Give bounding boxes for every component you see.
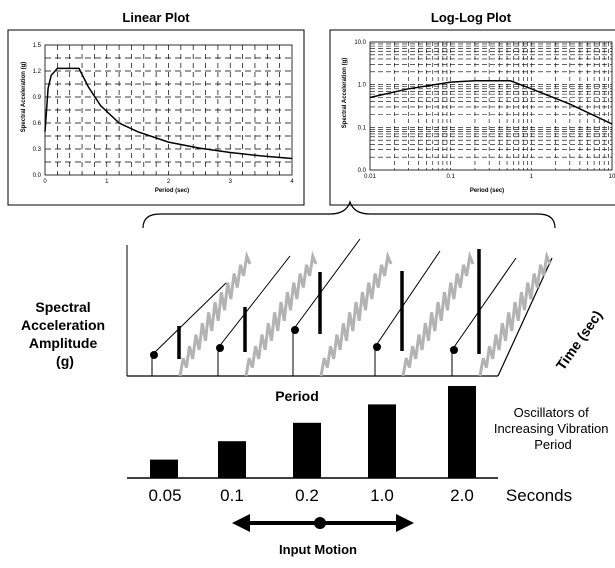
time-axis [497,257,553,377]
spectral-label-line: Acceleration [21,317,105,333]
linear-y-tick: 0.6 [33,121,42,127]
oscillator-diagonal [374,250,441,348]
period-values: 0.05 0.1 0.2 1.0 2.0 [148,486,473,505]
linear-y-tick: 0.0 [33,173,42,179]
period-bar [368,404,396,478]
loglog-x-tick: 0.01 [364,174,376,180]
oscillator-mass-dot [291,326,299,334]
oscillator-mass-dot [450,346,458,354]
loglog-y-tick: 10.0 [354,40,366,46]
oscillator-diagonal [151,282,227,356]
linear-y-tick: 0.9 [33,95,42,101]
loglog-y-tick: 0.0 [358,168,367,174]
period-value: 0.1 [220,486,244,505]
period-bar [218,441,246,478]
linear-plot-xlabel: Period (sec) [155,188,189,194]
period-bars [150,386,476,478]
oscillators-label-line: Oscillators of [514,405,590,420]
oscillator-mass-dot [216,344,224,352]
oscillator-diagonal [292,238,361,331]
loglog-plot-area [369,41,613,171]
loglog-x-tick: 10 [609,174,615,180]
period-bar [448,386,476,478]
spectral-label-line: Spectral [35,299,90,315]
arrow-center-dot [314,517,326,529]
linear-plot-ylabel: Spectral Acceleration (g) [21,62,27,132]
input-motion-label: Input Motion [279,542,357,557]
linear-y-tick: 1.5 [33,43,42,49]
loglog-y-tick: 1.0 [358,83,367,89]
seismogram-trace [319,250,393,377]
loglog-plot-ylabel: Spectral Acceleration (g) [342,58,348,128]
linear-x-tick: 1 [105,179,109,185]
loglog-plot-title: Log-Log Plot [431,10,512,25]
linear-y-tick: 1.2 [33,69,42,75]
seismogram-trace [478,250,552,377]
period-value: 0.05 [148,486,181,505]
oscillator-diagonal [451,257,517,351]
spectral-label-line: Amplitude [29,335,98,351]
spectral-label-line: (g) [56,353,74,369]
oscillators-label-line: Increasing Vibration [494,421,609,436]
loglog-spectrum-line [369,80,613,125]
spectral-label: Spectral Acceleration Amplitude (g) [21,299,109,369]
period-bar [150,459,178,478]
seismogram-trace [401,250,475,377]
seismogram-trace [244,250,318,377]
linear-x-tick: 2 [167,179,171,185]
period-label: Period [275,388,319,404]
period-value: 1.0 [370,486,394,505]
oscillators-label-line: Period [534,437,572,452]
linear-plot-title: Linear Plot [122,10,190,25]
loglog-x-tick: 0.1 [446,174,455,180]
oscillators-label: Oscillators of Increasing Vibration Peri… [494,405,612,452]
oscillator-panel [126,238,553,377]
seconds-label: Seconds [506,486,572,505]
period-value: 0.2 [295,486,319,505]
linear-x-tick: 3 [229,179,233,185]
oscillator-mass-dot [373,343,381,351]
linear-spectrum-line [44,67,293,160]
time-label: Time (sec) [553,307,606,373]
linear-plot: 0 1 2 3 4 0.0 0.3 0.6 0.9 1.2 1.5 [33,43,295,185]
linear-x-tick: 4 [290,179,294,185]
seismogram-trace [178,250,252,377]
oscillator-mass-dot [150,351,158,359]
brace [142,200,556,229]
period-bar [293,422,321,478]
loglog-y-tick: 0.1 [358,125,367,131]
input-motion-arrow [232,514,414,532]
oscillator-diagonal [217,255,291,349]
loglog-x-tick: 1 [530,174,534,180]
linear-y-tick: 0.3 [33,147,42,153]
loglog-plot-xlabel: Period (sec) [470,188,504,194]
period-value: 2.0 [450,486,474,505]
arrow-head-left [232,514,250,532]
linear-x-tick: 0 [43,179,47,185]
loglog-plot: 0.01 0.1 1 10 0.0 0.1 1.0 10.0 [354,40,615,180]
arrow-head-right [396,514,414,532]
